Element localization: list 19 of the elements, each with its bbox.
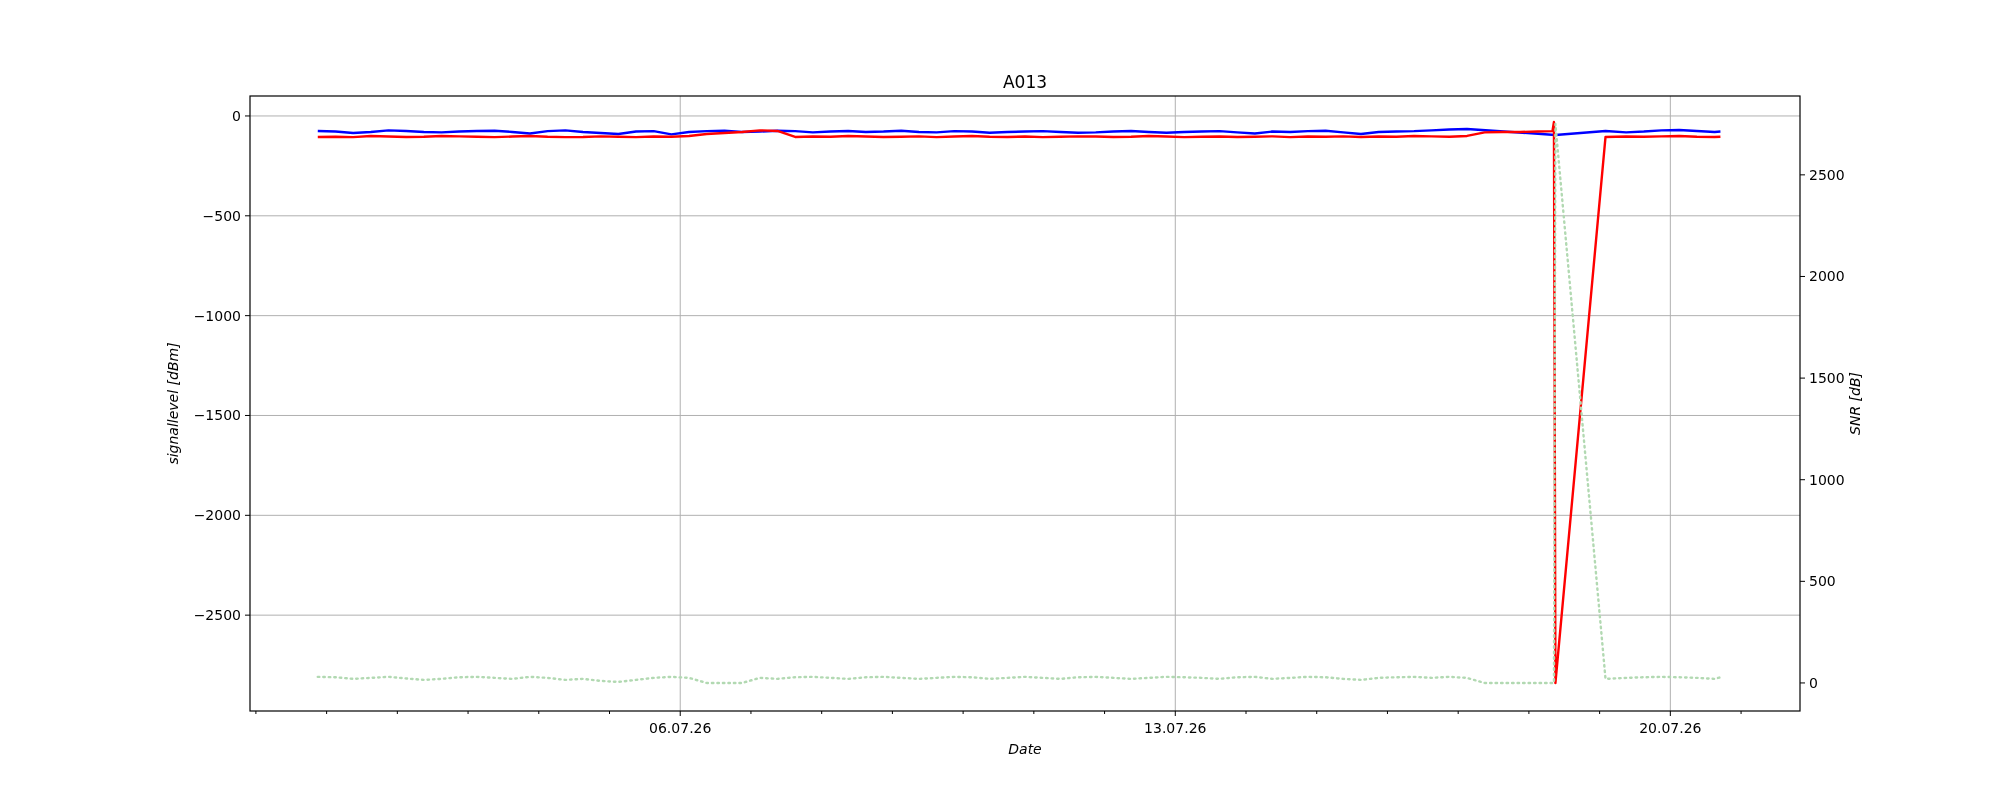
x-axis-title: Date	[1008, 741, 1042, 757]
y-tick-label: 0	[232, 107, 241, 124]
x-tick-label: 13.07.26	[1144, 720, 1207, 736]
x-tick-label: 20.07.26	[1639, 720, 1702, 736]
y-tick-label: −2000	[193, 507, 241, 524]
y2-tick-label: 1000	[1809, 471, 1845, 488]
y2-tick-label: 2500	[1809, 166, 1845, 183]
y2-tick-label: 1500	[1809, 370, 1845, 386]
y2-axis-title: SNR [dB]	[1847, 372, 1863, 435]
y-tick-label: −1500	[193, 407, 241, 424]
y-tick-label: −500	[202, 207, 241, 224]
y2-tick-label: 500	[1809, 573, 1836, 590]
y-tick-label: −2500	[193, 607, 241, 624]
y-axis-title: signallevel [dBm]	[165, 342, 181, 465]
x-tick-label: 06.07.26	[649, 720, 712, 736]
y2-tick-label: 2000	[1809, 268, 1845, 285]
y2-tick-label: 0	[1809, 674, 1818, 691]
chart-title: A013	[1002, 72, 1048, 92]
y-tick-label: −1000	[193, 307, 241, 324]
